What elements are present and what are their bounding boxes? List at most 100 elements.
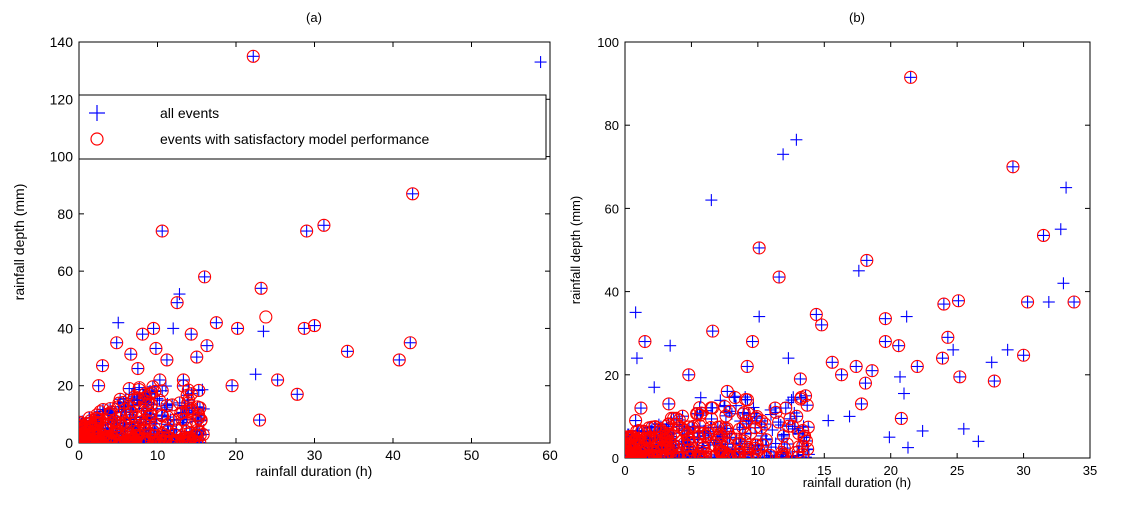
x-tick: 25 <box>950 42 964 478</box>
data-point-satisfactory <box>340 344 355 358</box>
data-point-satisfactory <box>290 387 304 401</box>
x-tick-label: 20 <box>228 447 244 463</box>
data-point-all-event <box>131 394 144 407</box>
data-point-satisfactory <box>130 393 144 407</box>
data-point-all-event <box>815 318 828 331</box>
panel-b-ticks: 0 5 10 15 20 25 30 35 0 20 40 60 80 100 <box>597 35 1097 478</box>
data-point-satisfactory <box>174 406 188 421</box>
data-point-all-event <box>779 402 792 415</box>
x-tick: 40 <box>385 42 401 463</box>
data-point-satisfactory <box>693 401 707 415</box>
y-tick-label: 0 <box>612 451 619 466</box>
data-point-satisfactory <box>84 416 98 430</box>
data-point-all-event <box>341 345 354 358</box>
data-point-satisfactory <box>79 419 88 433</box>
data-point-satisfactory <box>634 401 648 415</box>
x-tick-label: 40 <box>385 447 401 463</box>
data-point-satisfactory <box>775 450 789 458</box>
data-point-all-event <box>852 264 865 277</box>
data-point-satisfactory <box>748 438 762 452</box>
data-point-satisfactory <box>160 353 174 367</box>
data-point-all-event <box>634 402 647 415</box>
data-point-satisfactory <box>648 432 662 447</box>
panel-b-points <box>625 70 1081 458</box>
data-point-all-event <box>835 368 848 381</box>
data-point-all-event <box>156 225 169 238</box>
data-point-satisfactory <box>741 440 755 454</box>
data-point-satisfactory <box>1067 295 1081 309</box>
data-point-all-event <box>746 335 759 348</box>
data-point-all-event <box>147 322 160 335</box>
data-point-all-event <box>664 339 677 352</box>
panel-a-ylabel: rainfall depth (mm) <box>11 184 27 301</box>
data-point-satisfactory <box>680 427 694 441</box>
x-tick: 15 <box>817 42 832 478</box>
data-point-all-event <box>124 348 137 361</box>
data-point-all-event <box>985 356 998 369</box>
data-point-all-event <box>790 410 803 423</box>
y-tick: 60 <box>605 201 1090 216</box>
data-point-satisfactory <box>192 411 206 425</box>
data-point-all-event <box>721 385 734 398</box>
data-point-satisfactory <box>127 424 141 438</box>
data-point-satisfactory <box>657 450 672 458</box>
data-point-all-event <box>112 316 125 329</box>
data-point-satisfactory <box>403 336 417 350</box>
data-point-satisfactory <box>860 253 874 267</box>
data-point-all-event <box>167 322 180 335</box>
data-point-all-event <box>114 393 127 406</box>
x-tick: 20 <box>228 42 244 463</box>
panel-a-ticks: 0 10 20 30 40 50 60 0 20 40 60 80 100 120 140 <box>50 34 558 463</box>
data-point-satisfactory <box>647 449 661 458</box>
data-point-satisfactory <box>136 327 150 341</box>
data-point-satisfactory <box>643 434 657 448</box>
data-point-satisfactory <box>149 341 163 356</box>
data-point-satisfactory <box>878 312 892 326</box>
data-point-all-event <box>773 271 786 284</box>
data-point-satisfactory <box>259 310 273 324</box>
data-point-satisfactory <box>953 370 967 384</box>
data-point-satisfactory <box>732 422 747 436</box>
data-point-satisfactory <box>1021 295 1035 309</box>
data-point-all-event <box>810 308 823 321</box>
data-point-satisfactory <box>231 321 245 335</box>
data-point-all-event <box>892 339 905 352</box>
data-point-satisfactory <box>183 432 197 443</box>
data-point-all-event <box>753 310 766 323</box>
panel-a-points <box>79 49 547 443</box>
data-point-all-event <box>957 422 970 435</box>
data-point-all-event <box>883 431 896 444</box>
data-point-satisfactory <box>758 417 772 431</box>
data-point-all-event <box>774 419 787 432</box>
data-point-satisfactory <box>155 224 169 238</box>
data-point-satisfactory <box>271 373 285 387</box>
data-point-all-event <box>160 353 173 366</box>
data-point-satisfactory <box>683 443 697 457</box>
data-point-satisfactory <box>815 318 829 332</box>
data-point-satisfactory <box>194 414 208 428</box>
data-point-satisfactory <box>79 422 88 436</box>
data-point-all-event <box>859 377 872 390</box>
data-point-satisfactory <box>190 400 205 414</box>
data-point-satisfactory <box>701 425 715 439</box>
data-point-all-event <box>648 381 661 394</box>
data-point-all-event <box>855 397 868 410</box>
data-point-all-event <box>729 391 742 404</box>
y-tick-label: 120 <box>50 91 74 107</box>
data-point-satisfactory <box>1017 348 1031 362</box>
data-point-satisfactory <box>117 416 131 430</box>
data-point-satisfactory <box>904 70 918 84</box>
data-point-satisfactory <box>177 431 191 443</box>
data-point-satisfactory <box>225 379 239 393</box>
data-point-all-event <box>895 412 908 425</box>
data-point-satisfactory <box>652 450 666 458</box>
data-point-satisfactory <box>667 411 681 425</box>
data-point-all-event <box>901 441 914 454</box>
x-tick: 35 <box>1083 42 1097 478</box>
data-point-satisfactory <box>126 398 140 412</box>
data-point-all-event <box>257 325 270 338</box>
data-point-satisfactory <box>723 404 737 418</box>
data-point-satisfactory <box>96 359 110 373</box>
data-point-all-event <box>153 373 166 386</box>
data-point-all-event <box>1037 229 1050 242</box>
